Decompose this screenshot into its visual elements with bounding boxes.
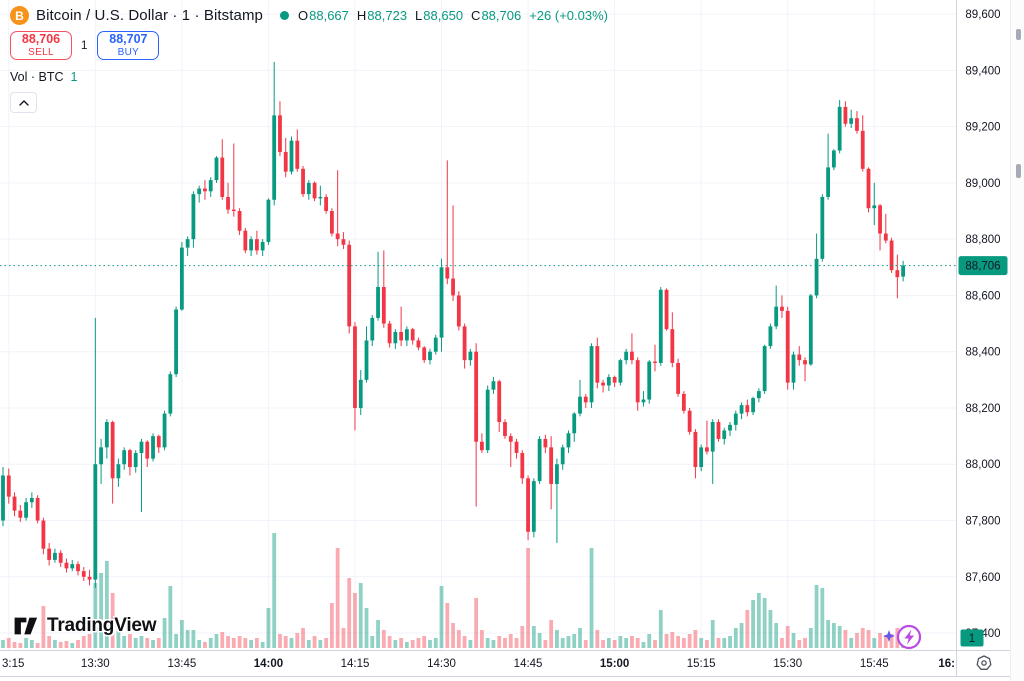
tradingview-watermark[interactable]: TradingView xyxy=(13,615,157,637)
buy-label: BUY xyxy=(117,47,140,59)
close-value: 88,706 xyxy=(481,8,522,23)
svg-text:15:45: 15:45 xyxy=(860,658,889,670)
svg-text:15:15: 15:15 xyxy=(687,658,716,670)
symbol-header: B Bitcoin / U.S. Dollar · 1 · Bitstamp O… xyxy=(10,6,608,25)
high-label: H xyxy=(356,8,367,23)
buy-button[interactable]: 88,707 BUY xyxy=(97,31,160,60)
candlesticks xyxy=(1,61,906,589)
volume-legend-label: Vol · BTC xyxy=(10,70,64,84)
low-value: 88,650 xyxy=(423,8,464,23)
price-axis[interactable]: 89,600 89,400 89,200 89,000 88,800 88,600 88,4… xyxy=(956,0,1010,681)
close-label: C xyxy=(471,8,481,23)
sell-label: SELL xyxy=(28,47,54,59)
open-value: 88,667 xyxy=(309,8,349,23)
bitcoin-icon: B xyxy=(10,6,29,25)
current-price-badge: 88,706 xyxy=(958,256,1008,276)
volume-legend: Vol · BTC 1 xyxy=(10,70,77,84)
low-label: L xyxy=(415,8,423,23)
svg-text:13:45: 13:45 xyxy=(167,658,196,670)
scrollbar-mark xyxy=(1016,29,1021,40)
scrollbar[interactable] xyxy=(1010,0,1024,681)
trade-buttons: 88,706 SELL 1 88,707 BUY xyxy=(10,31,160,60)
svg-text:1: 1 xyxy=(969,633,975,645)
spread-value: 1 xyxy=(81,39,88,52)
watermark-text: TradingView xyxy=(47,615,157,636)
svg-text:88,600: 88,600 xyxy=(965,290,1000,302)
collapse-pane-button[interactable] xyxy=(10,92,37,113)
svg-text:87,800: 87,800 xyxy=(965,516,1000,528)
sparkle-icon xyxy=(883,630,895,642)
svg-text:16:: 16: xyxy=(938,658,955,670)
ohlc-readout: O 88,667 H 88,723 L 88,650 C 88,706 +26 (+0.… xyxy=(298,8,608,23)
chevron-up-icon xyxy=(18,99,29,106)
buy-price: 88,707 xyxy=(109,31,148,46)
high-value: 88,723 xyxy=(367,8,408,23)
svg-text:88,400: 88,400 xyxy=(965,347,1000,359)
svg-text:13:30: 13:30 xyxy=(81,658,110,670)
time-axis[interactable]: 3:15 13:30 13:45 14:00 14:15 14:30 14:45 15:00 1… xyxy=(0,650,1010,677)
svg-text:88,200: 88,200 xyxy=(965,403,1000,415)
symbol-title[interactable]: Bitcoin / U.S. Dollar · 1 · Bitstamp xyxy=(36,7,263,24)
tradingview-logo-icon xyxy=(13,616,39,636)
svg-text:88,706: 88,706 xyxy=(965,261,1000,273)
sell-price: 88,706 xyxy=(21,31,61,46)
svg-text:89,400: 89,400 xyxy=(965,65,1000,77)
svg-text:89,600: 89,600 xyxy=(965,9,1000,21)
volume-legend-value: 1 xyxy=(70,70,78,84)
svg-text:14:15: 14:15 xyxy=(341,658,370,670)
svg-text:14:45: 14:45 xyxy=(514,658,543,670)
volume-bars xyxy=(1,533,906,648)
svg-text:88,000: 88,000 xyxy=(965,459,1000,471)
market-status-dot[interactable] xyxy=(280,11,289,20)
svg-text:14:00: 14:00 xyxy=(254,658,283,670)
open-label: O xyxy=(298,8,309,23)
volume-axis-badge: 1 xyxy=(960,629,984,647)
quick-action-lightning-icon[interactable] xyxy=(882,622,928,652)
scrollbar-mark xyxy=(1016,164,1021,178)
svg-text:3:15: 3:15 xyxy=(2,658,24,670)
svg-text:15:00: 15:00 xyxy=(600,658,629,670)
svg-text:87,600: 87,600 xyxy=(965,572,1000,584)
svg-text:89,200: 89,200 xyxy=(965,122,1000,134)
axis-settings-gear-icon[interactable] xyxy=(976,655,992,670)
svg-text:15:30: 15:30 xyxy=(773,658,802,670)
sell-button[interactable]: 88,706 SELL xyxy=(10,31,72,60)
change-value: +26 (+0.03%) xyxy=(529,8,608,23)
svg-text:14:30: 14:30 xyxy=(427,658,456,670)
svg-text:89,000: 89,000 xyxy=(965,178,1000,190)
svg-text:88,800: 88,800 xyxy=(965,234,1000,246)
